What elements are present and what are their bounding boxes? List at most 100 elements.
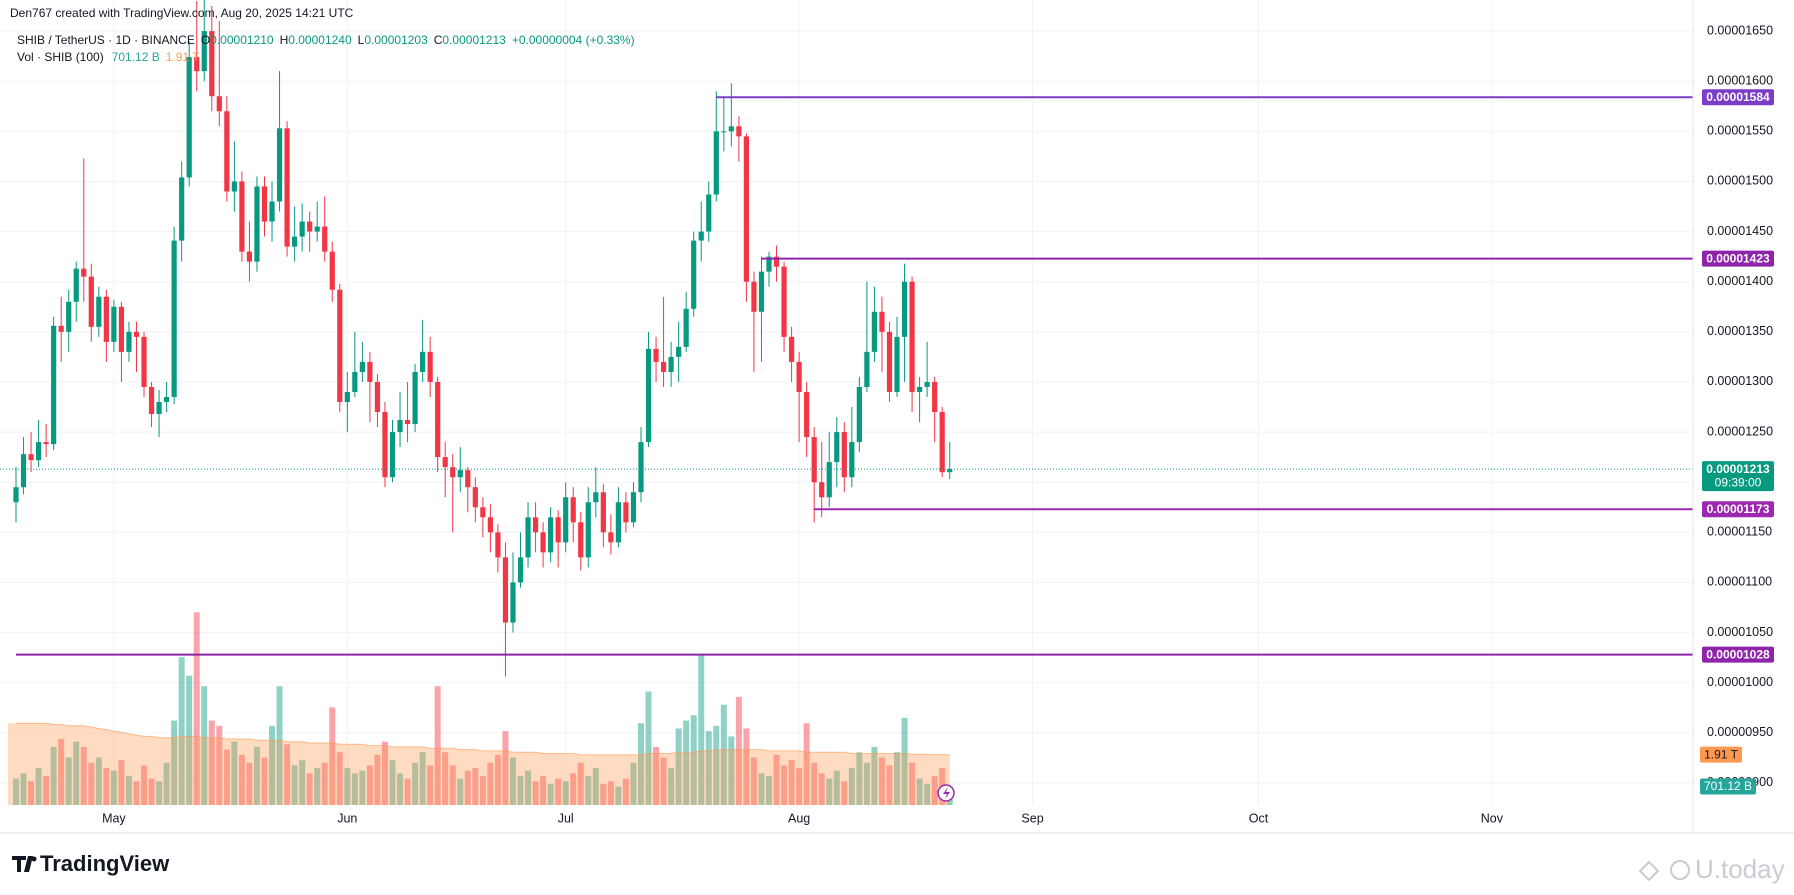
volume-bar	[73, 741, 80, 805]
candle-body	[148, 386, 155, 415]
candle-body	[450, 467, 456, 478]
volume-bar	[404, 778, 411, 805]
volume-bar	[894, 752, 901, 805]
volume-bar	[419, 752, 426, 805]
candle-body	[73, 268, 79, 302]
candle-body	[811, 437, 817, 483]
candle-body	[389, 432, 396, 478]
volume-bar	[645, 691, 652, 805]
candle-body	[254, 186, 260, 262]
volume-bar	[653, 746, 660, 805]
candle-body	[706, 194, 712, 232]
volume-bar	[80, 746, 87, 805]
volume-bar	[675, 728, 682, 805]
candle-body	[480, 507, 486, 518]
volume-bar	[125, 775, 132, 805]
volume-bar	[585, 775, 592, 805]
volume-bar	[826, 778, 833, 805]
volume-bar	[171, 720, 178, 805]
candle-body	[457, 470, 463, 478]
volume-bar	[133, 781, 140, 805]
candle-body	[209, 31, 215, 97]
candle-body	[231, 181, 237, 192]
candle-body	[736, 126, 742, 137]
candle-body	[495, 532, 501, 558]
volume-bar	[276, 686, 283, 805]
volume-bar	[592, 768, 599, 805]
volume-bar	[750, 757, 757, 805]
candle-body	[435, 381, 441, 458]
candle-body	[442, 457, 448, 468]
watermark: U.today	[1695, 854, 1785, 884]
candle-body	[864, 351, 870, 387]
volume-bar	[238, 754, 245, 805]
volume-bar	[713, 725, 720, 805]
volume-bar	[58, 739, 65, 805]
candle-body	[141, 336, 147, 387]
volume-bar	[502, 731, 509, 805]
volume-bar	[766, 775, 772, 805]
volume-bar	[630, 762, 637, 805]
volume-bar	[20, 773, 27, 805]
candle-body	[397, 420, 403, 433]
candle-body	[947, 469, 953, 473]
symbol: SHIB / TetherUS · 1D · BINANCE	[17, 33, 195, 47]
volume-bar	[479, 775, 486, 805]
volume-bar	[246, 762, 253, 805]
candle-body	[563, 497, 569, 543]
candle-body	[645, 348, 652, 443]
volume-bar	[103, 768, 110, 805]
volume-bar	[88, 762, 95, 805]
candle-body	[849, 442, 855, 478]
volume-bar	[622, 778, 629, 805]
candle-body	[156, 401, 162, 415]
candle-body	[901, 281, 908, 337]
volume-bar	[841, 781, 848, 805]
y-tick-label: 0.00001600	[1707, 73, 1773, 87]
candle-body	[683, 308, 689, 347]
y-tick-label: 0.00001550	[1707, 124, 1773, 138]
volume-bar	[570, 773, 577, 805]
candle-body	[322, 226, 328, 252]
candle-body	[623, 502, 629, 523]
price-badge	[1702, 461, 1774, 492]
legend-key: C	[434, 33, 443, 47]
legend-line: SHIB / TetherUS · 1D · BINANCE O0.0000121…	[17, 33, 635, 47]
x-tick-label: Nov	[1481, 811, 1504, 825]
level-label: 0.00001423	[1706, 251, 1770, 265]
volume-bar	[374, 754, 381, 805]
candle-body	[517, 557, 524, 583]
volume-bar	[547, 783, 554, 805]
volume-bar	[449, 765, 456, 805]
candle-body	[788, 336, 795, 362]
replay-icon[interactable]	[937, 784, 955, 802]
volume-bar	[28, 781, 35, 805]
volume-bar	[525, 770, 532, 805]
candle-body	[299, 221, 305, 237]
candle-body	[66, 301, 72, 332]
volume-bar	[788, 760, 795, 805]
candle-body	[871, 311, 878, 352]
volume-bar	[231, 741, 238, 805]
candle-body	[224, 111, 230, 192]
volume-bar	[916, 778, 923, 805]
candle-body	[691, 240, 697, 309]
volume-bar	[743, 728, 750, 805]
candle-body	[668, 356, 674, 372]
legend-key: O	[201, 33, 210, 47]
candle-body	[276, 128, 283, 202]
legend-value: 0.00001240	[288, 33, 352, 47]
volume-bar	[509, 757, 516, 805]
y-tick-label: 0.00001300	[1707, 374, 1773, 388]
volume-bar	[110, 770, 117, 805]
candle-body	[261, 186, 268, 222]
volume-bar	[773, 754, 780, 805]
volume-bar	[735, 696, 742, 805]
volume-bar	[434, 686, 441, 805]
volume-bar	[924, 783, 931, 805]
candle-body	[532, 517, 539, 533]
y-tick-label: 0.00001250	[1707, 424, 1773, 438]
x-tick-label: Jun	[337, 811, 357, 825]
